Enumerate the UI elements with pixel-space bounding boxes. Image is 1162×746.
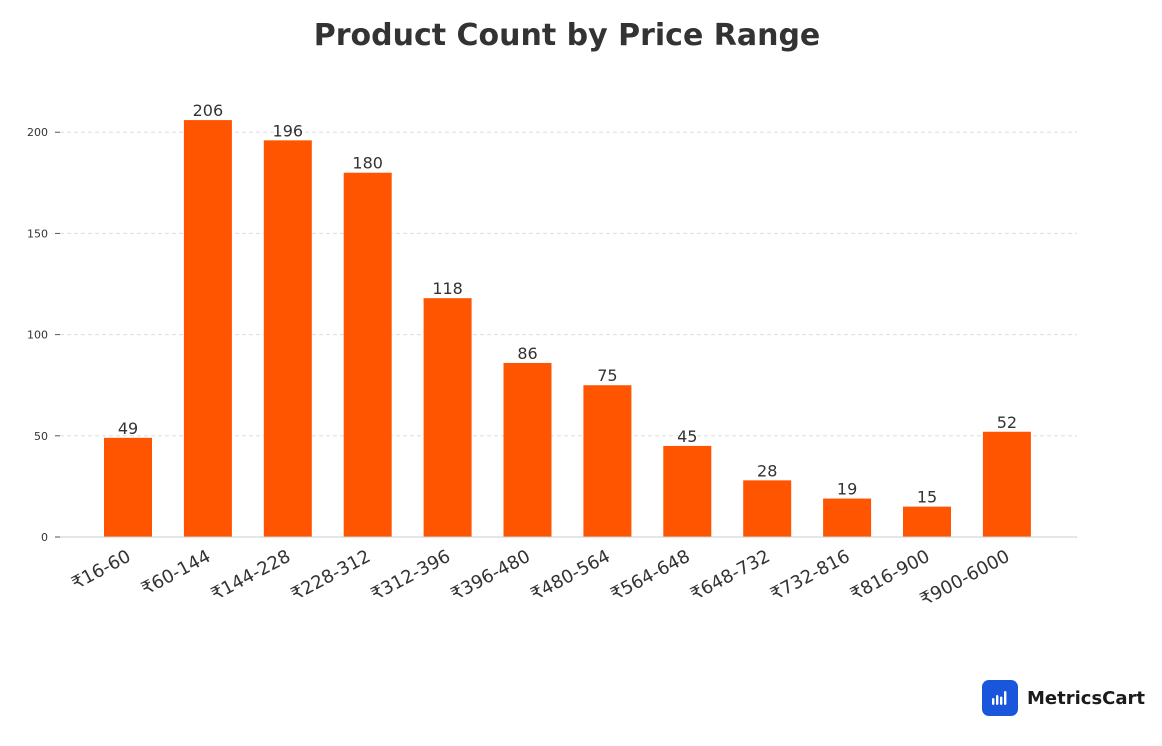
brand-name: MetricsCart bbox=[1027, 687, 1145, 709]
data-label: 75 bbox=[597, 366, 617, 385]
y-axis: 0 50 100 150 200 bbox=[27, 126, 60, 544]
data-label: 118 bbox=[432, 279, 463, 298]
brand: MetricsCart bbox=[982, 680, 1145, 716]
bar[interactable] bbox=[663, 445, 712, 537]
x-tick-label: ₹312-396 bbox=[368, 546, 454, 605]
data-label: 28 bbox=[757, 461, 777, 480]
x-tick-label: ₹16-60 bbox=[68, 546, 134, 594]
x-tick-label: ₹60-144 bbox=[138, 546, 214, 600]
x-tick-label: ₹732-816 bbox=[767, 546, 853, 605]
bar[interactable] bbox=[743, 480, 792, 537]
x-tick-label: ₹144-228 bbox=[208, 546, 294, 605]
y-tick-label: 100 bbox=[27, 329, 48, 342]
bar[interactable] bbox=[423, 298, 472, 537]
data-label: 86 bbox=[517, 344, 537, 363]
x-tick-label: ₹564-648 bbox=[607, 546, 693, 605]
data-label: 49 bbox=[118, 419, 138, 438]
x-axis: ₹16-60 ₹60-144₹144-228₹228-312₹312-396₹39… bbox=[68, 546, 1013, 611]
bars bbox=[104, 120, 1031, 538]
data-label: 196 bbox=[273, 121, 304, 140]
y-tick-label: 50 bbox=[34, 430, 48, 443]
bar[interactable] bbox=[583, 385, 632, 537]
bar-chart-logo-icon bbox=[982, 680, 1018, 716]
data-label: 15 bbox=[917, 488, 937, 507]
bar[interactable] bbox=[823, 498, 872, 537]
bar[interactable] bbox=[104, 437, 152, 537]
data-label: 19 bbox=[837, 480, 857, 499]
y-tick-label: 200 bbox=[27, 126, 48, 139]
x-tick-label: ₹648-732 bbox=[687, 546, 773, 605]
chart-title: Product Count by Price Range bbox=[313, 18, 821, 53]
x-tick-label: ₹396-480 bbox=[447, 546, 533, 605]
bar[interactable] bbox=[503, 362, 552, 537]
bar[interactable] bbox=[263, 140, 312, 538]
data-label: 45 bbox=[677, 427, 697, 446]
y-tick-label: 0 bbox=[41, 531, 48, 544]
bar[interactable] bbox=[903, 506, 951, 537]
bar[interactable] bbox=[982, 431, 1031, 537]
data-label: 52 bbox=[997, 413, 1017, 432]
bar[interactable] bbox=[183, 120, 232, 537]
x-tick-label: ₹900-6000 bbox=[917, 546, 1013, 611]
data-label: 206 bbox=[193, 101, 224, 120]
bar[interactable] bbox=[343, 172, 392, 537]
x-tick-label: ₹228-312 bbox=[288, 546, 374, 605]
y-tick-label: 150 bbox=[27, 227, 48, 240]
data-label: 180 bbox=[352, 154, 383, 173]
data-labels: 49 206 196 180 118 86 75 45 28 19 15 52 bbox=[118, 101, 1017, 507]
x-tick-label: ₹480-564 bbox=[527, 546, 613, 605]
